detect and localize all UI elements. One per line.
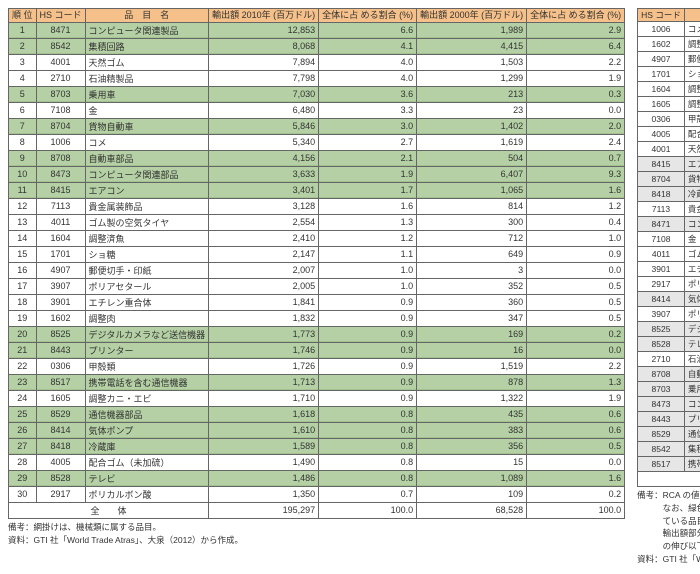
table-row: 1006コメ14.417.65,34083.3 bbox=[638, 22, 700, 37]
table-row: 4011ゴム製の空気タイヤ2.31.12,554138.5 bbox=[638, 247, 700, 262]
table-row: 302917ポリカルボン酸1,3500.71090.2 bbox=[9, 486, 625, 502]
r-note2: 資料：GTI 社「World Trade Atras」、大泉（2012）から作成… bbox=[637, 553, 700, 566]
right-table: HS コード 品 目 名 RCA 2010 年 RCA 2000 年 輸出額 2… bbox=[637, 8, 700, 487]
table-row: 4005配合ゴム（未加硫）7.32.91,4902899.3 bbox=[638, 127, 700, 142]
table-row: 298528テレビ1,4860.81,0891.6 bbox=[9, 470, 625, 486]
table-row: 1604調整済魚10.77.52,410143.4 bbox=[638, 82, 700, 97]
table-row: 191602調整肉1,8320.93470.5 bbox=[9, 310, 625, 326]
h-s1: 全体に占 める割合 (%) bbox=[319, 9, 417, 23]
table-row: 2710石油精製品0.91.17,79846.0 bbox=[638, 352, 700, 367]
table-row: 8517携帯電話を含む通信機器0.40.41,713232.0 bbox=[638, 457, 700, 472]
table-row: 3907ポリアセタール1.91.32,005175.7 bbox=[638, 307, 700, 322]
h-s2: 全体に占 める割合 (%) bbox=[527, 9, 625, 23]
table-row: 7108金2.90.16,4806281.7 bbox=[638, 232, 700, 247]
table-row: 108473コンピュータ関連部品3,6331.96,4079.3 bbox=[9, 166, 625, 182]
table-row: 0306甲殻類7.510.31,726221.1 bbox=[638, 112, 700, 127]
table-row: 220306甲殻類1,7260.91,5192.2 bbox=[9, 358, 625, 374]
table-row: 8708自動車部品0.90.44,15698.2 bbox=[638, 367, 700, 382]
left-note1: 備考：網掛けは、機械類に属する品目。 bbox=[8, 521, 625, 534]
table-row: 284005配合ゴム（未加硫）1,4900.8150.0 bbox=[9, 454, 625, 470]
table-row: 208525デジタルカメラなど送信機器1,7730.91690.2 bbox=[9, 326, 625, 342]
table-row: 8418冷蔵庫3.83.21,589274.5 bbox=[638, 187, 700, 202]
table-row: 8529通信機器部品0.70.61,618253.7 bbox=[638, 427, 700, 442]
r-note1b: なお、緑色の網掛けは、2010 年の RCA の値が、2000 年から上昇し bbox=[637, 502, 700, 515]
table-row: 151701ショ糖2,1471.16490.9 bbox=[9, 246, 625, 262]
table-row: 218443プリンター1,7460.9160.0 bbox=[9, 342, 625, 358]
table-row: 58703乗用車7,0303.62130.3 bbox=[9, 86, 625, 102]
table-row: 1701ショ糖11.216.62,147153.3 bbox=[638, 67, 700, 82]
table-row: 8525デジタルカメラなど送信機器1.40.51,7732010.5 bbox=[638, 322, 700, 337]
total-row: 全 体195,297 bbox=[638, 472, 700, 487]
total-row: 全 体195,297100.068,528100.0 bbox=[9, 502, 625, 518]
table-row: 34001天然ゴム7,8944.01,5032.2 bbox=[9, 54, 625, 70]
table-row: 8528テレビ1.22.31,486291.4 bbox=[638, 337, 700, 352]
table-row: 127113貴金属装飾品3,1281.68141.2 bbox=[9, 198, 625, 214]
h-rank: 順 位 bbox=[9, 9, 37, 23]
table-row: 278418冷蔵庫1,5890.83560.5 bbox=[9, 438, 625, 454]
r-note1d: 輸出額部分の黄色の網掛けは、2000 年から 2010 年にかけての全体 bbox=[637, 527, 700, 540]
table-row: 2917ポリカルボン酸2.01.51,3503012.4 bbox=[638, 277, 700, 292]
r-note1c: ている品目、黄色の網掛けは、反対に下落している品目。 bbox=[637, 515, 700, 528]
left-note2: 資料：GTI 社「World Trade Atras」、大泉（2012）から作成… bbox=[8, 534, 625, 547]
table-row: 28542集積回路8,0684.14,4156.4 bbox=[9, 38, 625, 54]
r-note1: 備考：RCA の値が 1 を上回れば、当該品目に比較優位を持つと考えられる。 bbox=[637, 489, 700, 502]
table-row: 8471コンピュータ関連製品3.20.512,85316.5 bbox=[638, 217, 700, 232]
table-row: 98708自動車部品4,1562.15040.7 bbox=[9, 150, 625, 166]
h-name: 品 目 名 bbox=[85, 9, 209, 23]
h-e10: 輸出額 2010年 (百万ドル) bbox=[209, 9, 319, 23]
table-row: 183901エチレン重合体1,8410.93600.5 bbox=[9, 294, 625, 310]
table-row: 1602調整肉13.39.91,832195.3 bbox=[638, 37, 700, 52]
table-row: 8704貨物自動車4.51.15,84674.2 bbox=[638, 172, 700, 187]
r-note1e: の伸び以下の品目。 bbox=[637, 540, 700, 553]
h-e00: 輸出額 2000年 (百万ドル) bbox=[417, 9, 527, 23]
table-row: 141604調整済魚2,4101.27121.0 bbox=[9, 230, 625, 246]
table-row: 241605調整カニ・エビ1,7100.91,3221.9 bbox=[9, 390, 625, 406]
rh-hs: HS コード bbox=[638, 9, 685, 22]
table-row: 4907郵便切手・印紙11.40.92,00716669.0 bbox=[638, 52, 700, 67]
left-table: 順 位 HS コード 品 目 名 輸出額 2010年 (百万ドル) 全体に占 め… bbox=[8, 8, 625, 519]
table-row: 8414気体ポンプ1.91.71,610264.1 bbox=[638, 292, 700, 307]
table-row: 164907郵便切手・印紙2,0071.030.0 bbox=[9, 262, 625, 278]
table-row: 81006コメ5,3402.71,6192.4 bbox=[9, 134, 625, 150]
table-row: 118415エアコン3,4011.71,0651.6 bbox=[9, 182, 625, 198]
h-hs: HS コード bbox=[36, 9, 85, 23]
table-row: 8542集積回路0.40.78,06821.8 bbox=[638, 442, 700, 457]
table-row: 7113貴金属装飾品3.43.83,128123.8 bbox=[638, 202, 700, 217]
table-row: 1605調整カニ・エビ8.914.91,710241.3 bbox=[638, 97, 700, 112]
table-row: 8703乗用車0.90.17,030533.0 bbox=[638, 382, 700, 397]
table-row: 238517携帯電話を含む通信機器1,7130.98781.3 bbox=[9, 374, 625, 390]
table-row: 8415エアコン5.84.43,401113.2 bbox=[638, 157, 700, 172]
table-row: 78704貨物自動車5,8463.01,4022.0 bbox=[9, 118, 625, 134]
table-row: 258529通信機器部品1,6180.84350.6 bbox=[9, 406, 625, 422]
table-row: 268414気体ポンプ1,6100.83830.6 bbox=[9, 422, 625, 438]
rh-name: 品 目 名 bbox=[684, 9, 700, 22]
table-row: 42710石油精製品7,7984.01,2991.9 bbox=[9, 70, 625, 86]
table-row: 173907ポリアセタール2,0051.03520.5 bbox=[9, 278, 625, 294]
table-row: 8443プリンター0.70.21,74621109.1 bbox=[638, 412, 700, 427]
table-row: 3901エチレン重合体2.22.41,841185.1 bbox=[638, 262, 700, 277]
table-row: 134011ゴム製の空気タイヤ2,5541.33000.4 bbox=[9, 214, 625, 230]
table-row: 18471コンピュータ関連製品12,8536.61,9892.9 bbox=[9, 22, 625, 38]
table-row: 4001天然ゴム6.210.97,89435.3 bbox=[638, 142, 700, 157]
table-row: 8473コンピュータ関連部品0.81.83,633100.6 bbox=[638, 397, 700, 412]
table-row: 67108金6,4803.3230.0 bbox=[9, 102, 625, 118]
